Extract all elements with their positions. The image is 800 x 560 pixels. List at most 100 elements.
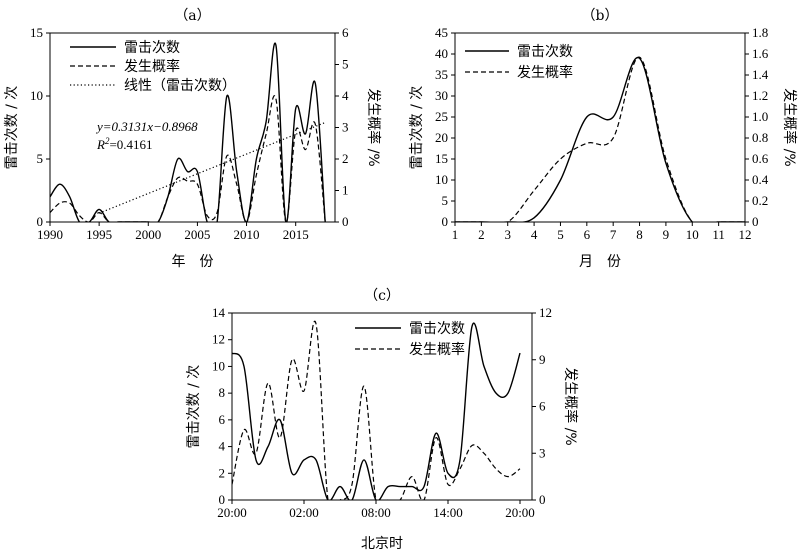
y2-tick-label: 5 [342, 57, 349, 72]
y2-tick-label: 4 [342, 88, 349, 103]
y-tick-label: 0 [219, 492, 226, 507]
y2-tick-label: 0.6 [752, 151, 769, 166]
legend-label-1: 雷击次数 [124, 40, 180, 56]
x-tick-label: 2015 [283, 227, 309, 242]
y2-tick-label: 1.8 [752, 25, 768, 40]
y-tick-label: 10 [30, 88, 43, 103]
chart-panel-2: （b）1 2 3 4 5 6 7 8 9 10 11 1205101520253035404500.2… [409, 8, 798, 270]
y2-tick-label: 1.0 [752, 109, 768, 124]
y2-tick-label: 3 [342, 120, 349, 135]
x-tick-label: 2 [478, 227, 485, 242]
y-tick-label: 40 [435, 46, 448, 61]
x-tick-label: 9 [663, 227, 670, 242]
y2-tick-label: 12 [539, 305, 552, 320]
legend-label-1: 雷击次数 [409, 321, 465, 337]
series-line-2 [50, 95, 326, 222]
x-tick-label: 2005 [184, 227, 210, 242]
x-axis-label: 月 份 [579, 254, 621, 270]
y-tick-label: 8 [219, 385, 226, 400]
y-axis-label: 雷击次数 / 次 [4, 86, 20, 170]
regression-equation: y=0.3131x−0.8968 [95, 119, 198, 134]
x-tick-label: 1990 [37, 227, 63, 242]
y-tick-label: 6 [219, 412, 226, 427]
y-tick-label: 10 [212, 358, 225, 373]
series-line-1 [232, 322, 521, 500]
x-axis-label: 北京时 [361, 536, 403, 552]
chart-title: （b） [582, 8, 619, 24]
y2-tick-label: 0 [342, 214, 349, 229]
legend-label-1: 雷击次数 [517, 44, 573, 60]
r-squared-superscript: 2 [105, 136, 110, 146]
x-tick-label: 10 [686, 227, 699, 242]
y-tick-label: 0 [442, 214, 449, 229]
y2-tick-label: 0.8 [752, 130, 768, 145]
y2-tick-label: 1 [342, 183, 349, 198]
y-tick-label: 15 [30, 25, 43, 40]
r-squared-value: =0.4161 [109, 137, 152, 152]
r-squared-label: R2=0.4161 [96, 136, 153, 152]
y-tick-label: 35 [435, 67, 448, 82]
plot-frame [231, 312, 533, 501]
x-tick-label: 2010 [234, 227, 260, 242]
y-tick-label: 45 [435, 25, 448, 40]
x-tick-label: 20:00 [217, 505, 247, 520]
y2-tick-label: 2 [342, 151, 349, 166]
x-tick-label: 4 [531, 227, 538, 242]
y-tick-label: 5 [37, 151, 44, 166]
x-tick-label: 8 [636, 227, 643, 242]
chart-panel-1: （a） 1990 1995 2000 2005 2010 2015 0 5 10 15 0 1 2 3 4 5 6… [4, 8, 382, 270]
y2-tick-label: 9 [539, 352, 546, 367]
x-tick-label: 2000 [135, 227, 161, 242]
chart-title: （c） [364, 288, 400, 304]
y-tick-label: 15 [435, 151, 448, 166]
legend-label-3: 线性（雷击次数） [124, 78, 236, 94]
y2-axis-label: 发生概率 /% [562, 367, 579, 445]
y-tick-label: 2 [219, 465, 226, 480]
y-axis-label: 雷击次数 / 次 [409, 86, 425, 170]
y2-tick-label: 6 [539, 399, 546, 414]
series-line-2 [455, 56, 745, 222]
y-tick-label: 14 [212, 305, 226, 320]
y2-tick-label: 0 [539, 492, 546, 507]
y-tick-label: 4 [219, 439, 226, 454]
y2-tick-label: 0.4 [752, 172, 769, 187]
x-tick-label: 1 [452, 227, 459, 242]
x-tick-label: 3 [504, 227, 511, 242]
y-tick-label: 30 [435, 88, 448, 103]
y-axis-label: 雷击次数 / 次 [186, 365, 202, 449]
x-tick-label: 6 [584, 227, 591, 242]
y-tick-label: 25 [435, 109, 448, 124]
y2-tick-label: 1.2 [752, 88, 768, 103]
y2-tick-label: 3 [539, 445, 546, 460]
x-tick-label: 11 [712, 227, 725, 242]
series-line-2 [232, 320, 521, 500]
x-tick-label: 02:00 [289, 505, 319, 520]
y-tick-label: 12 [212, 332, 225, 347]
x-tick-label: 08:00 [361, 505, 391, 520]
x-tick-label: 1995 [86, 227, 112, 242]
y2-tick-label: 6 [342, 25, 349, 40]
legend-label-2: 发生概率 [517, 64, 573, 81]
y2-axis-label: 发生概率 /% [781, 88, 798, 166]
y-tick-label: 20 [435, 130, 448, 145]
x-tick-label: 5 [557, 227, 564, 242]
x-tick-label: 7 [610, 227, 617, 242]
r-squared-symbol: R [96, 137, 105, 152]
x-tick-label: 12 [739, 227, 752, 242]
y2-axis-label: 发生概率 /% [365, 88, 382, 166]
y2-tick-label: 0.2 [752, 193, 768, 208]
y-tick-label: 10 [435, 172, 448, 187]
series-line-1 [455, 57, 745, 222]
y-tick-label: 5 [442, 193, 449, 208]
legend-label-2: 发生概率 [124, 58, 180, 75]
y-tick-label: 0 [37, 214, 44, 229]
chart-title: （a） [174, 8, 210, 24]
x-axis-label: 年 份 [172, 254, 214, 270]
y2-tick-label: 1.4 [752, 67, 769, 82]
legend-label-2: 发生概率 [409, 341, 465, 358]
x-tick-label: 14:00 [433, 505, 463, 520]
plot-frame [454, 32, 746, 223]
x-tick-label: 20:00 [505, 505, 535, 520]
y2-tick-label: 1.6 [752, 46, 769, 61]
